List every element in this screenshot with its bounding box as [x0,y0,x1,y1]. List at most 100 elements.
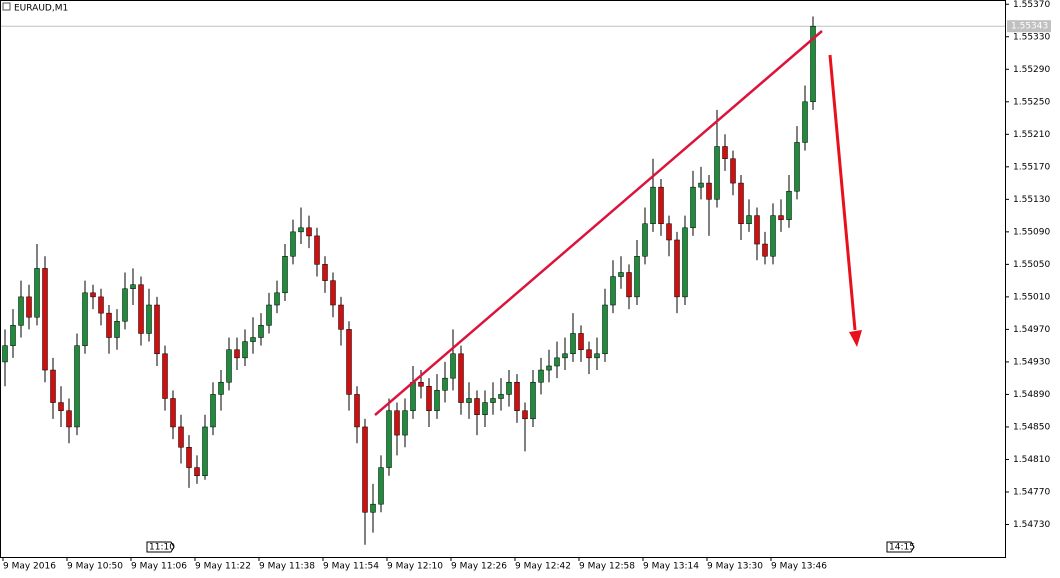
candle-body [482,402,488,415]
current-price-label: 1.55343 [1011,22,1048,32]
candle-body [258,325,264,338]
candle-body [114,321,120,338]
y-tick-label: 1.55370 [1013,0,1050,10]
y-tick-label: 1.55290 [1013,65,1050,75]
y-tick-label: 1.54890 [1013,390,1050,400]
candle-body [578,333,584,350]
candle-body [458,353,464,403]
y-tick-label: 1.55090 [1013,227,1050,237]
candle-body [266,304,272,326]
candle-body [530,381,536,420]
candle-body [626,272,632,298]
candle-body [610,276,616,306]
candle-body [322,264,328,281]
candle-body [650,186,656,224]
price-layer: 1.55370 1.55330 1.55290 1.55250 1.55210 1.551… [1,0,1051,530]
candle-body [330,280,336,306]
candle-body [82,292,88,346]
candle-body [618,272,624,277]
candle-body [50,369,56,403]
candle-body [314,235,320,265]
candle-body [730,158,736,184]
y-tick-label: 1.54930 [1013,357,1050,367]
candle-body [738,182,744,224]
candle-body [26,296,32,318]
candle-body [778,215,784,220]
candle-body [122,288,128,322]
candle-body [770,215,776,257]
x-tick-label: 9 May 2016 [3,562,56,572]
candle-body [554,357,560,367]
candle-body [58,402,64,411]
candle-body [714,146,720,200]
x-tick-label: 9 May 12:26 [451,562,507,572]
candle-body [306,227,312,237]
trend-line [374,30,823,416]
candle-body [370,503,376,513]
candle-body [346,329,352,395]
candle-body [202,426,208,476]
candle-body [170,398,176,428]
candle-body [130,284,136,290]
candle-body [642,223,648,257]
candle-body [354,394,360,428]
candle-body [674,239,680,298]
candle-body [274,292,280,306]
candle-body [426,386,432,411]
candle-body [450,353,456,379]
candle-body [634,255,640,298]
candle-body [698,182,704,188]
candle-body [402,410,408,436]
candle-body [498,394,504,399]
candle-body [290,231,296,257]
candle-body [474,398,480,415]
time-marker-box [886,541,915,553]
x-tick-label: 9 May 12:10 [387,562,443,572]
candle-body [338,304,344,330]
candle-body [570,333,576,355]
x-tick-label: 9 May 11:22 [195,562,251,572]
candle-body [506,381,512,395]
candle-body [810,25,816,103]
candle-body [562,353,568,359]
candle-body [34,268,40,318]
candle-body [2,345,8,363]
candle-body [602,304,608,355]
x-tick-label: 9 May 12:42 [515,562,571,572]
candle-body [490,398,496,403]
y-tick-label: 1.54970 [1013,325,1050,335]
candle-body [754,215,760,245]
x-tick-label: 9 May 12:58 [579,562,635,572]
arrow-head [849,330,862,347]
candle-body [794,142,800,192]
candle-body [10,325,16,346]
candle-body [154,304,160,355]
plot-frame [0,0,1006,558]
candle-body [586,349,592,359]
candle-body [538,369,544,383]
y-tick-label: 1.55130 [1013,195,1050,205]
candle-body [18,296,24,326]
candle-body [362,426,368,513]
arrow-shaft [828,54,857,331]
x-tick-label: 9 May 11:06 [131,562,187,572]
candle-body [218,381,224,395]
candle-body [378,467,384,505]
x-tick-label: 9 May 11:38 [259,562,315,572]
candle-body [418,381,424,387]
time-marker-label: 14:15 [889,543,915,553]
candle-body [242,341,248,359]
y-tick-label: 1.54770 [1013,487,1050,497]
candle-body [722,146,728,159]
y-tick-label: 1.54850 [1013,422,1050,432]
candle-body [690,186,696,229]
time-marker-box [146,541,175,553]
candle-body [282,255,288,294]
candle-body [386,410,392,468]
candle-body [666,223,672,241]
y-tick-label: 1.55170 [1013,162,1050,172]
candle-body [178,426,184,448]
candle-body [434,390,440,411]
y-tick-label: 1.54810 [1013,455,1050,465]
candle-body [298,227,304,233]
